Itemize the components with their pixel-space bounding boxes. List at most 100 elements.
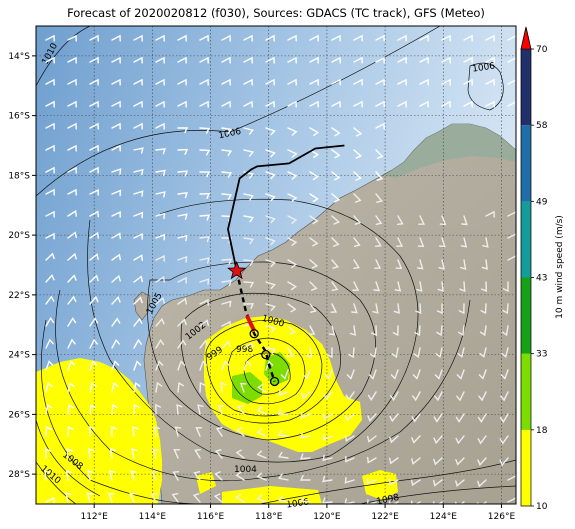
wind-barb [243,149,255,157]
wind-barb [111,100,121,108]
wind-barb [67,338,76,349]
forecast-position-marker [269,376,280,387]
wind-barb [199,78,209,86]
wind-barb [349,325,357,336]
wind-barb [459,281,466,293]
wind-barb [287,281,298,291]
wind-barb [479,347,487,358]
wind-barb [331,281,339,291]
wind-barb [392,325,399,337]
wind-barb [367,477,377,485]
wind-barb [389,500,399,504]
wind-barb [413,347,421,358]
wind-barb [457,325,465,337]
wind-barb [199,319,209,327]
wind-barb [243,237,255,245]
wind-barb [499,435,509,445]
colorbar-tick-label: 49 [536,197,548,207]
wind-barb [45,252,55,261]
wind-barb [437,281,444,292]
wind-barb [256,472,267,481]
wind-barb [416,259,424,270]
wind-barb [507,475,516,482]
wind-barb [463,100,473,108]
wind-barb [480,303,487,315]
wind-barb [331,215,340,225]
wind-barb [89,253,99,261]
wind-barb [132,425,139,437]
wind-barb [265,303,276,311]
colorbar: 10 18 33 43 49 58 70 [520,26,548,512]
colorbar-label: 10 m wind speed (m/s) [555,215,565,319]
wind-barb [500,369,509,380]
wind-barb [67,425,74,437]
wind-barb [221,340,231,349]
wind-barb [45,360,54,371]
wind-barb [287,100,297,108]
wind-barb [133,78,143,86]
wind-barb [133,100,143,108]
wind-barb [133,275,143,283]
wind-barb [220,381,227,393]
wind-barb [299,453,311,460]
wind-barb [199,298,209,306]
wind-barb [478,391,487,402]
wind-barb [111,274,121,283]
wind-barb [45,122,55,130]
wind-barb [172,471,180,481]
wind-barb [45,100,55,108]
wind-barb [67,252,77,261]
wind-barb [45,274,55,283]
wind-barb [324,369,333,380]
isobar-1006-south [259,459,516,504]
wind-barb [389,478,399,486]
wind-barb [507,233,516,240]
wind-barb [66,447,73,459]
wind-barb [45,188,55,196]
wind-barb [331,56,341,64]
wind-barb [111,210,121,218]
wind-barb [152,448,159,459]
forecast-track [235,270,276,382]
wind-barb [507,79,516,86]
isobar-label: 1006 [218,127,243,142]
wind-barb [280,369,289,380]
wind-barb [369,347,377,359]
wind-barb [265,193,276,202]
wind-barb [265,171,276,180]
wind-barb [278,473,289,481]
wind-barb [375,34,385,42]
wind-barb [155,56,165,64]
lon-tick-label: 118°E [255,512,283,522]
wind-barb [389,435,399,444]
wind-barb [287,237,298,246]
wind-barb [111,317,121,327]
colorbar-tick-label: 33 [536,350,547,360]
wind-barb [309,149,320,159]
wind-barb [89,122,99,130]
wind-barb [131,448,138,459]
wind-barb [221,34,231,42]
wind-barb [322,475,333,483]
wind-barb [353,127,363,137]
wind-barb [265,34,275,42]
wind-barb [45,403,53,415]
wind-barb [438,259,445,270]
wind-barb [463,78,473,86]
wind-barb [177,276,187,284]
wind-barb [460,259,467,270]
isobar-1005 [87,198,419,463]
wind-barb [309,237,319,247]
colorbar-tick-label: 43 [536,274,547,284]
wind-barb [155,212,166,220]
wind-barb [89,188,99,196]
wind-barb [67,166,77,174]
wind-barb [395,259,403,270]
wind-barb [353,193,362,203]
wind-barb [419,34,429,42]
shark-bay-land [133,291,151,321]
wind-barb [482,237,489,248]
wind-barb [177,127,189,134]
wind-barb [436,325,443,337]
wind-barb [174,426,182,437]
